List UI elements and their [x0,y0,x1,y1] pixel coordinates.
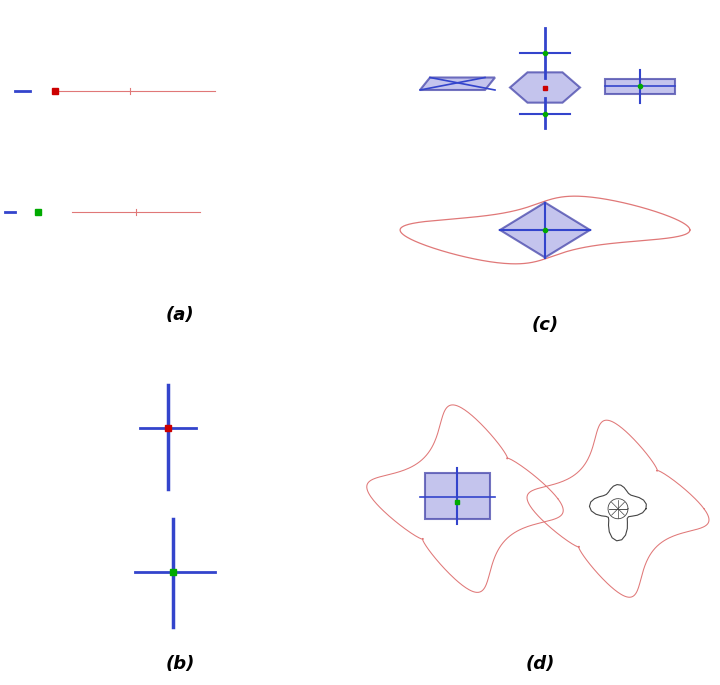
Text: (c): (c) [531,316,559,334]
Polygon shape [590,484,647,541]
Bar [425,473,490,519]
Text: (a): (a) [166,306,194,325]
Text: (d): (d) [526,655,554,673]
Polygon shape [605,79,675,93]
Polygon shape [420,77,495,90]
Polygon shape [510,73,580,103]
Polygon shape [163,532,187,612]
Polygon shape [500,203,590,258]
Text: (b): (b) [166,655,194,673]
